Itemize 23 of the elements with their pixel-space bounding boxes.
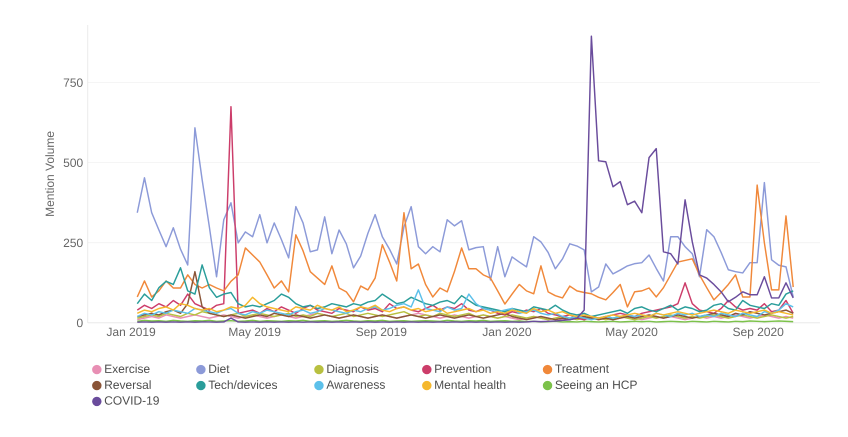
legend-label: Exercise bbox=[105, 364, 150, 374]
legend-label: Treatment bbox=[555, 364, 609, 373]
legend-label: Seeing an HCP bbox=[555, 380, 637, 392]
legend-label: Prevention bbox=[435, 364, 491, 374]
y-tick-label: 500 bbox=[64, 158, 83, 168]
legend-label: Awareness bbox=[326, 380, 385, 389]
legend-label: Mental health bbox=[435, 380, 506, 390]
x-tick-label: Sep 2019 bbox=[356, 328, 406, 339]
line-series bbox=[136, 127, 794, 298]
y-tick-label: 250 bbox=[64, 238, 83, 248]
y-tick-label: 750 bbox=[64, 78, 83, 87]
x-tick-label: May 2019 bbox=[229, 328, 280, 339]
legend-label: COVID-19 bbox=[104, 396, 159, 405]
legend-label: Reversal bbox=[105, 380, 151, 390]
y-tick-label: 0 bbox=[76, 318, 83, 328]
legend-label: Diagnosis bbox=[327, 364, 378, 376]
legend-label: Diet bbox=[209, 364, 230, 374]
x-tick-label: Sep 2020 bbox=[733, 328, 784, 339]
y-axis-title: Mention Volume bbox=[45, 132, 54, 216]
x-tick-label: May 2020 bbox=[606, 328, 658, 339]
x-tick-label: Jan 2019 bbox=[106, 328, 156, 336]
legend-label: Tech/devices bbox=[208, 380, 278, 390]
x-tick-label: Jan 2020 bbox=[482, 328, 532, 336]
